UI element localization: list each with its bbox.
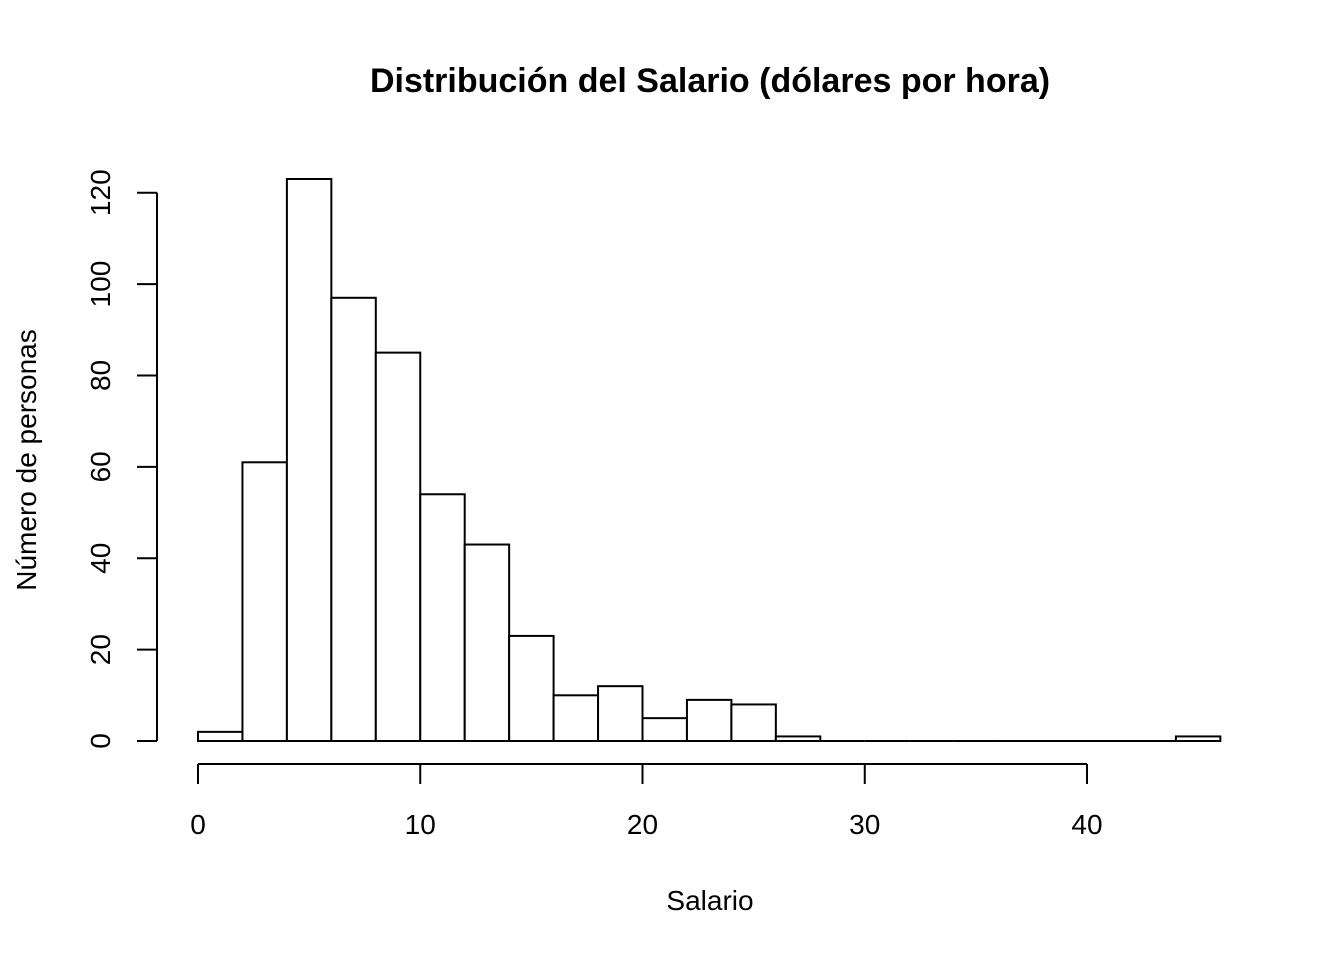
histogram-bar [1174,735,1222,743]
histogram-bar [330,296,377,742]
histogram-bar [419,493,466,742]
histogram-bar [241,461,288,742]
histogram-bar [463,543,511,742]
histogram-bar [552,694,600,743]
histogram-bar [285,178,333,742]
y-tick-label: 0 [85,733,116,749]
x-tick-label: 0 [190,809,206,840]
histogram-bar [730,703,777,742]
x-axis-label: Salario [666,885,753,916]
x-tick-label: 30 [849,809,880,840]
bars-group [197,178,1222,743]
y-tick-label: 80 [85,360,116,391]
y-tick-label: 40 [85,543,116,574]
y-tick-label: 20 [85,634,116,665]
y-tick-label: 60 [85,451,116,482]
x-axis: 0 10 20 30 40 [190,763,1103,840]
histogram-bar [374,351,422,742]
x-tick-label: 20 [627,809,658,840]
histogram-bar [774,735,822,743]
histogram-bar [597,685,644,742]
y-tick-label: 100 [85,261,116,308]
histogram-bar [508,634,555,743]
y-axis-label: Número de personas [11,329,42,590]
x-tick-label: 10 [405,809,436,840]
chart-title: Distribución del Salario (dólares por ho… [370,62,1050,100]
histogram-bar [197,730,244,743]
y-axis: 0 20 40 60 80 100 120 [85,169,158,749]
x-tick-label: 40 [1071,809,1102,840]
histogram-bar [685,698,733,743]
y-tick-label: 120 [85,169,116,216]
histogram-bar [641,717,688,743]
